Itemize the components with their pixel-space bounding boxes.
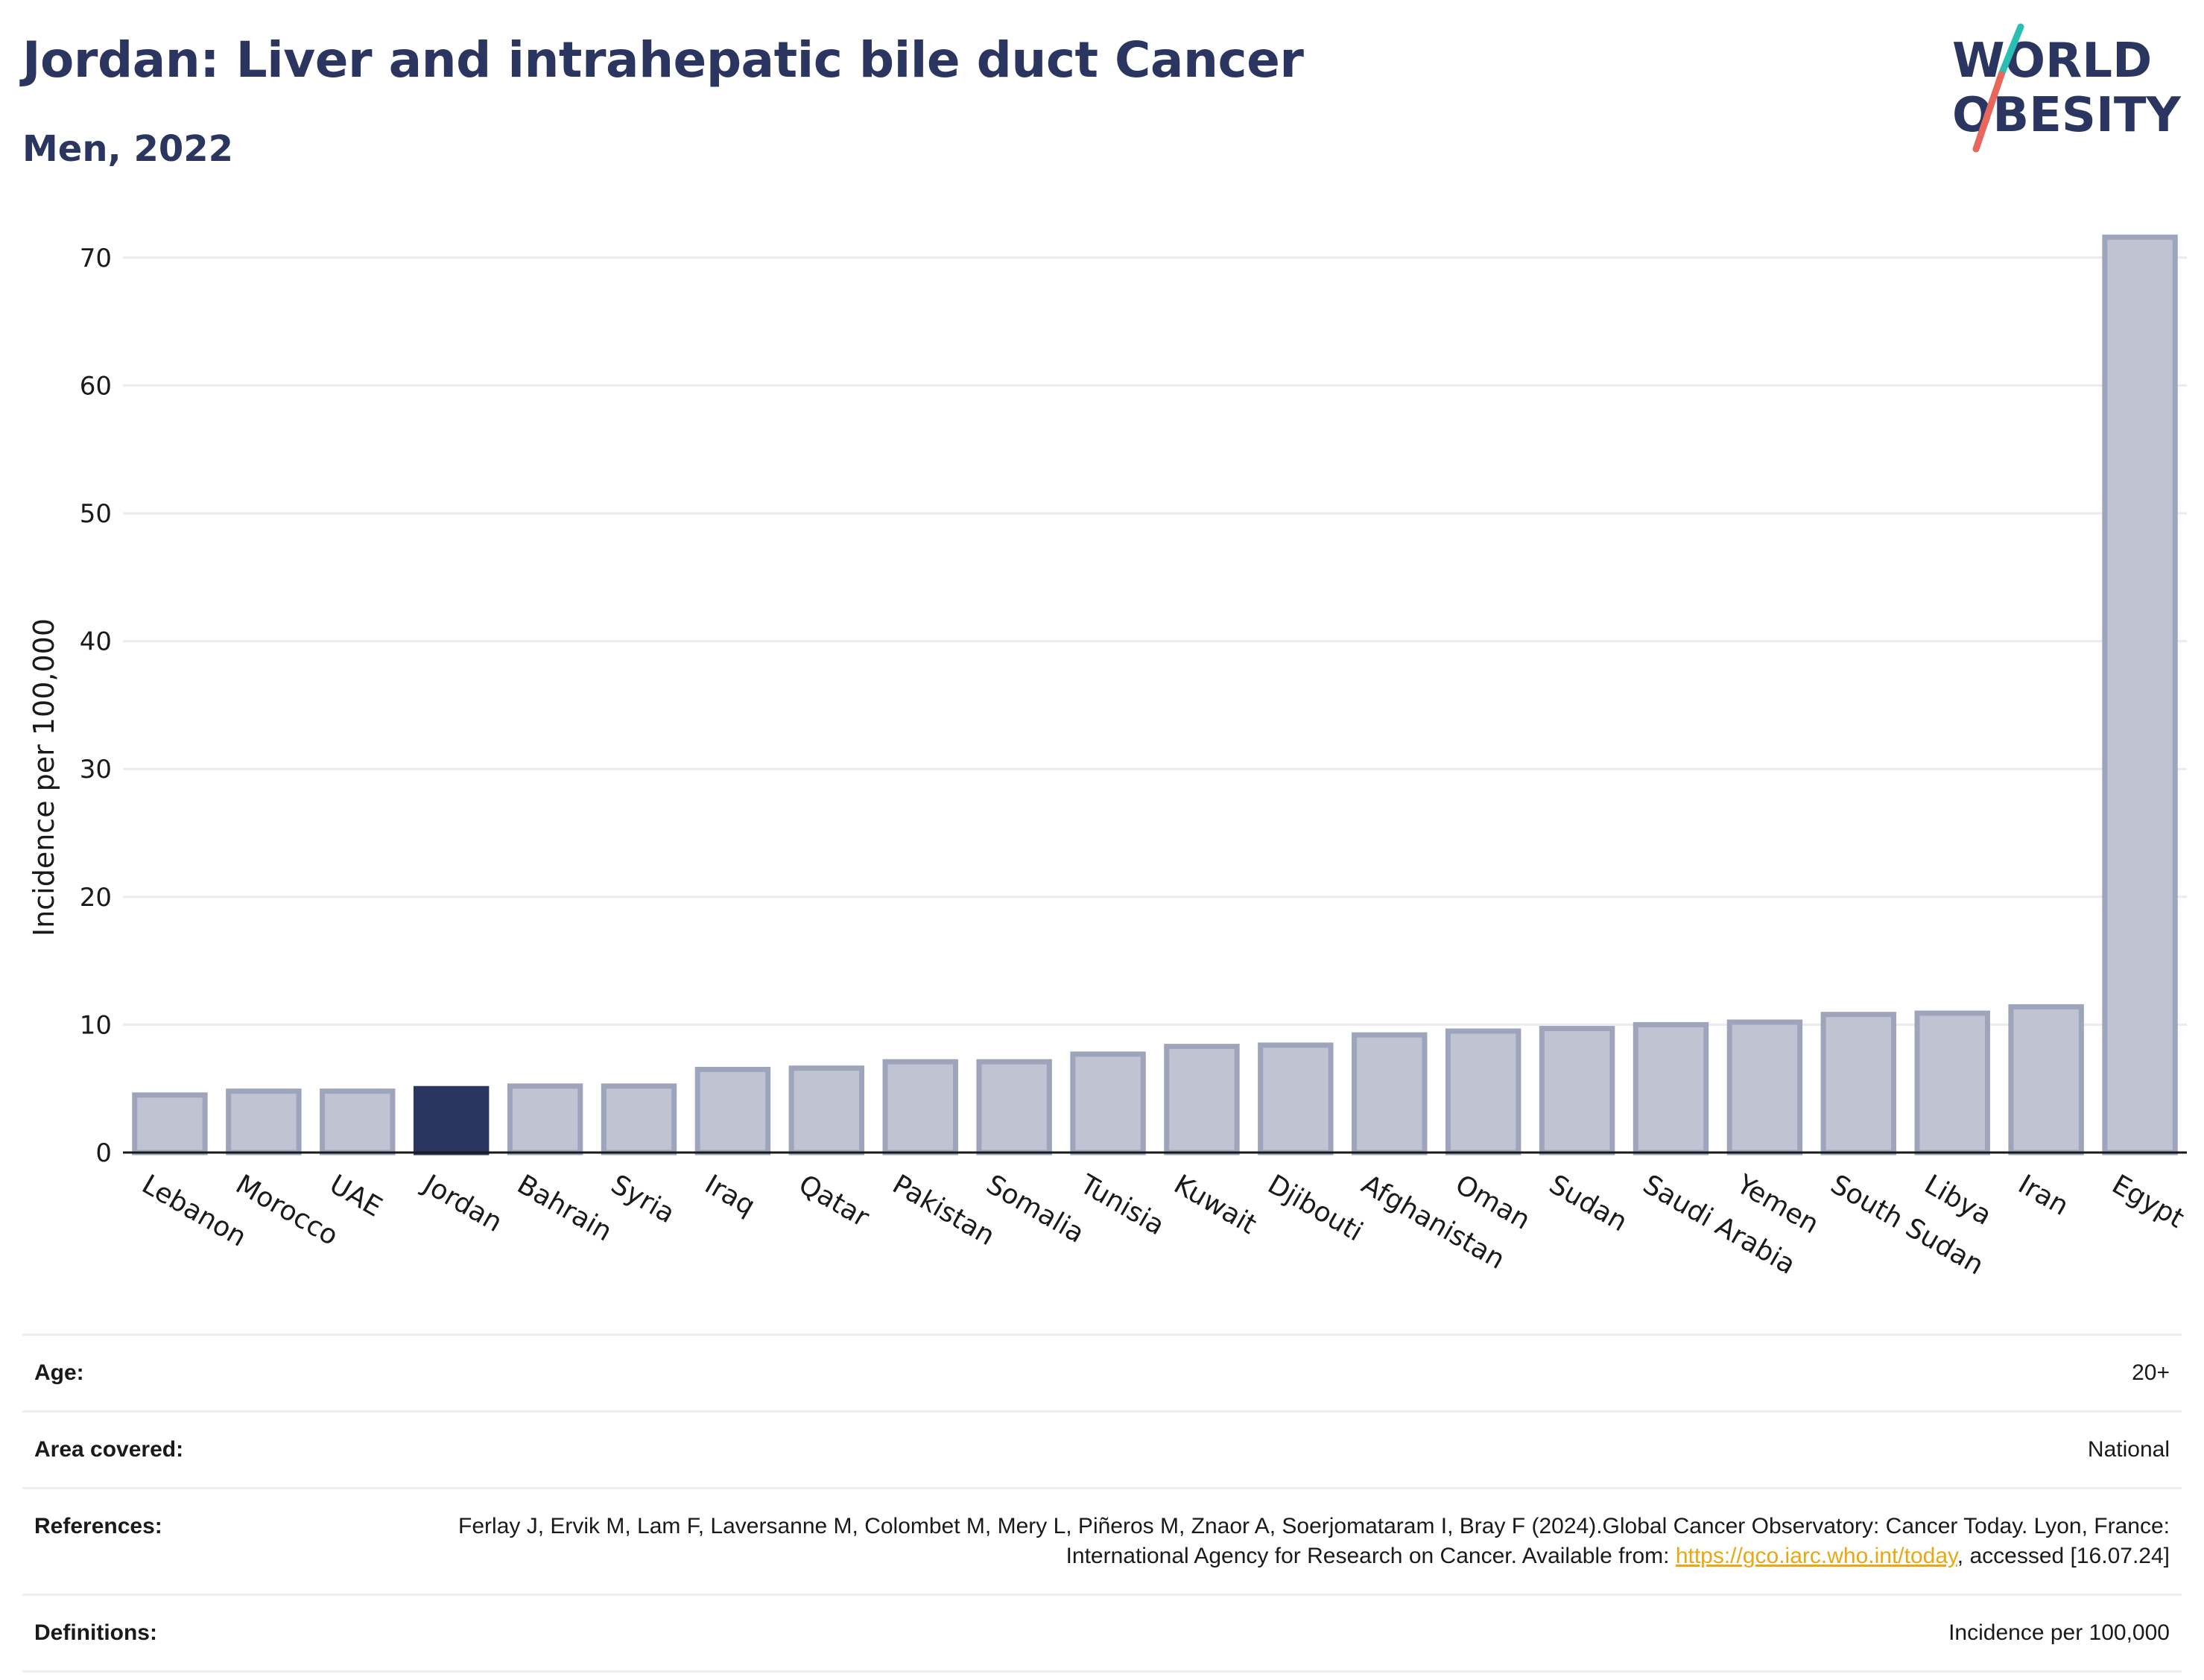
- y-tick-label: 50: [80, 499, 112, 529]
- logo-slash-coral: [1972, 71, 2005, 153]
- references-value: Ferlay J, Ervik M, Lam F, Laversanne M, …: [456, 1512, 2170, 1571]
- x-tick-label: Qatar: [794, 1169, 874, 1233]
- x-tick-label: Egypt: [2107, 1169, 2189, 1234]
- bar-morocco[interactable]: [226, 1088, 302, 1156]
- bar-afghanistan[interactable]: [1352, 1032, 1428, 1156]
- x-tick-label: Bahrain: [512, 1169, 617, 1247]
- references-text: Ferlay J, Ervik M, Lam F, Laversanne M, …: [458, 1514, 2170, 1568]
- references-link[interactable]: https://gco.iarc.who.int/today: [1675, 1544, 1957, 1568]
- y-tick-label: 60: [80, 371, 112, 401]
- bar-oman[interactable]: [1445, 1028, 1521, 1156]
- x-tick-label: Morocco: [230, 1169, 343, 1252]
- y-tick-label: 0: [95, 1138, 112, 1168]
- x-tick-label: Lebanon: [136, 1169, 251, 1253]
- x-tick-label: UAE: [324, 1169, 387, 1223]
- bar-sudan[interactable]: [1539, 1026, 1615, 1156]
- x-tick-label: Sudan: [1544, 1169, 1633, 1237]
- x-tick-label: Somalia: [981, 1169, 1089, 1249]
- y-axis-ticks: 0 10 20 30 40 50 60 70: [80, 244, 112, 1168]
- world-obesity-logo: WORLD OBESITY: [1952, 23, 2181, 153]
- x-tick-label: Pakistan: [887, 1169, 1000, 1252]
- meta-row-age: Age: 20+: [22, 1334, 2182, 1410]
- area-value: National: [2087, 1437, 2170, 1462]
- age-value: 20+: [2132, 1360, 2170, 1385]
- metadata-table: Age: 20+ Area covered: National Referenc…: [22, 1334, 2182, 1673]
- x-tick-label: Iraq: [700, 1169, 760, 1222]
- y-tick-label: 10: [80, 1010, 112, 1040]
- area-label: Area covered:: [34, 1437, 184, 1462]
- y-axis-label: Incidence per 100,000: [28, 618, 60, 936]
- x-tick-label: Djibouti: [1262, 1169, 1367, 1247]
- bar-south-sudan[interactable]: [1820, 1012, 1897, 1156]
- x-tick-label: Tunisia: [1074, 1169, 1170, 1241]
- age-label: Age:: [34, 1360, 84, 1385]
- page-title: Jordan: Liver and intrahepatic bile duct…: [22, 31, 1304, 89]
- x-tick-label: Iran: [2013, 1169, 2074, 1222]
- references-accessed: , accessed [16.07.24]: [1957, 1544, 2170, 1568]
- bar-syria[interactable]: [601, 1083, 677, 1156]
- y-tick-label: 40: [80, 627, 112, 657]
- bar-djibouti[interactable]: [1258, 1042, 1334, 1156]
- bar-libya[interactable]: [1914, 1010, 1990, 1156]
- bar-jordan[interactable]: [413, 1085, 490, 1156]
- meta-row-references: References: Ferlay J, Ervik M, Lam F, La…: [22, 1487, 2182, 1594]
- bar-pakistan[interactable]: [882, 1059, 958, 1156]
- y-tick-label: 30: [80, 755, 112, 784]
- bar-egypt[interactable]: [2102, 234, 2178, 1156]
- meta-row-definitions: Definitions: Incidence per 100,000: [22, 1594, 2182, 1673]
- bar-lebanon[interactable]: [132, 1092, 208, 1156]
- bar-iran[interactable]: [2008, 1004, 2084, 1156]
- gridlines: [123, 256, 2187, 1026]
- logo-line1: WORLD: [1952, 34, 2152, 89]
- bar-bahrain[interactable]: [507, 1083, 583, 1156]
- bar-kuwait[interactable]: [1164, 1044, 1240, 1156]
- bar-somalia[interactable]: [976, 1059, 1052, 1156]
- x-tick-label: Kuwait: [1168, 1169, 1261, 1240]
- definitions-label: Definitions:: [34, 1620, 157, 1645]
- meta-row-area: Area covered: National: [22, 1410, 2182, 1487]
- logo-slash-teal: [1998, 23, 2024, 78]
- bar-saudi-arabia[interactable]: [1633, 1021, 1709, 1156]
- bar-uae[interactable]: [320, 1088, 396, 1156]
- references-label: References:: [34, 1514, 162, 1538]
- bars: [132, 234, 2178, 1156]
- page-subtitle: Men, 2022: [22, 128, 234, 170]
- bar-tunisia[interactable]: [1070, 1051, 1146, 1156]
- bar-iraq[interactable]: [694, 1066, 771, 1156]
- x-tick-label: Jordan: [417, 1168, 507, 1238]
- bar-qatar[interactable]: [788, 1065, 865, 1156]
- y-tick-label: 20: [80, 883, 112, 913]
- y-tick-label: 70: [80, 244, 112, 273]
- bar-yemen[interactable]: [1726, 1019, 1803, 1156]
- definitions-value: Incidence per 100,000: [1948, 1620, 2170, 1645]
